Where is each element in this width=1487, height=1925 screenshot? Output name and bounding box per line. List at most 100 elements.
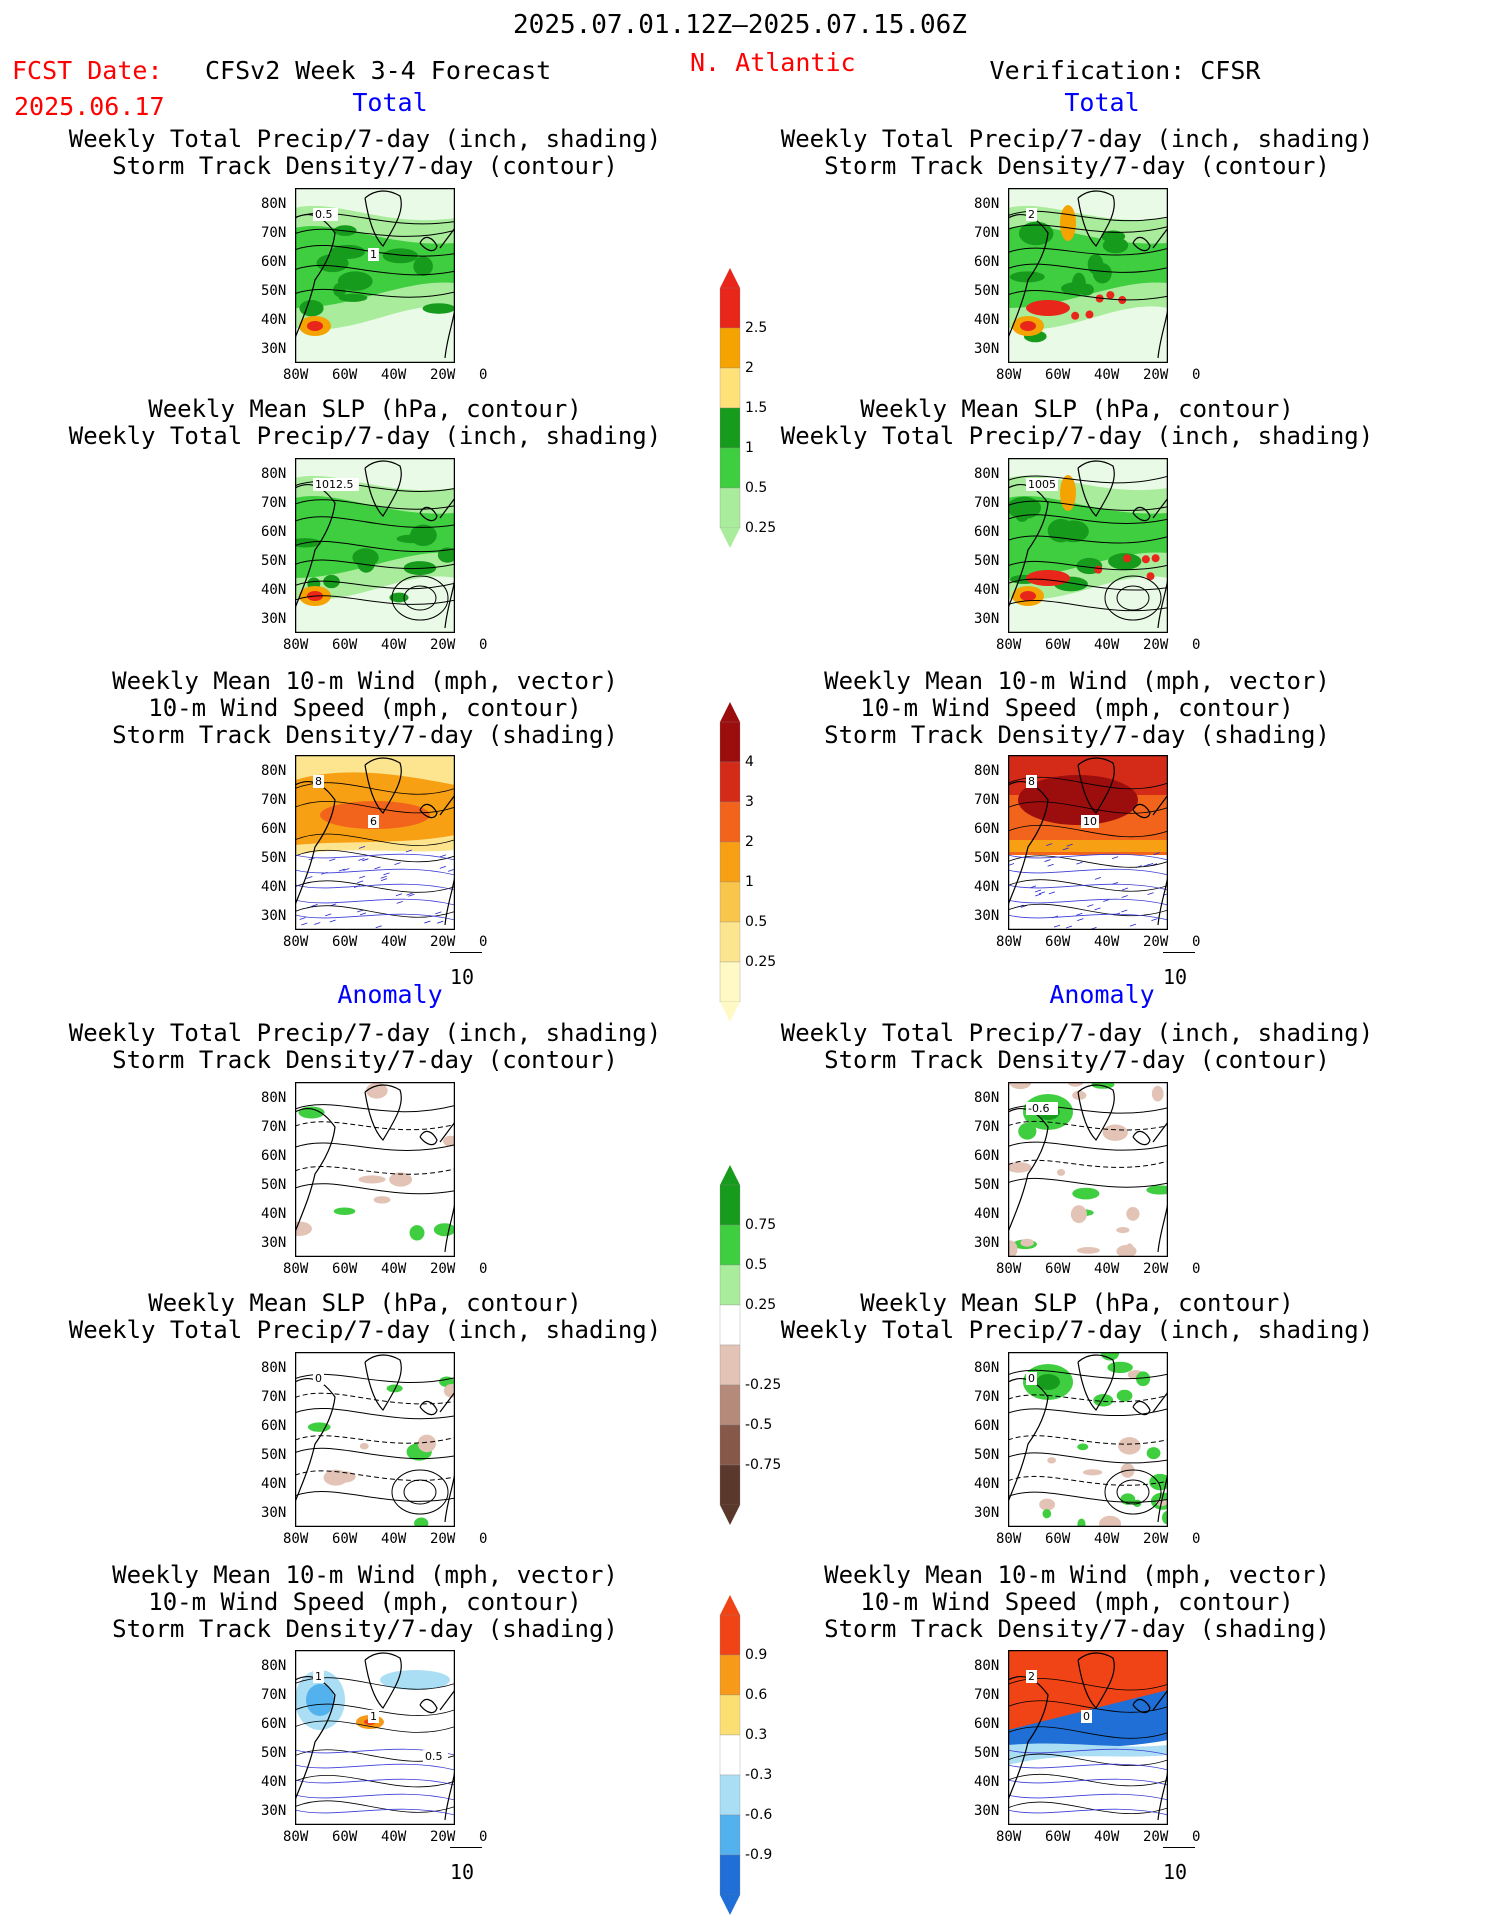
lat-tick-label: 70N	[974, 1389, 1000, 1405]
a3l-contour-label-bg	[423, 1750, 448, 1763]
verification-title: Verification: CFSR	[989, 56, 1261, 85]
a3r-contour-label: 0	[1083, 1710, 1090, 1723]
colorbar-label: 0.5	[745, 1257, 767, 1273]
section-anomaly-left: Anomaly	[337, 980, 443, 1009]
a3l-contour-label-bg	[313, 1670, 324, 1683]
lon-tick-label: 40W	[381, 1261, 407, 1277]
lon-tick-label: 20W	[430, 934, 456, 950]
colorbar-label: 3	[745, 794, 754, 810]
lat-tick-label: 60N	[974, 254, 1000, 270]
colorbar-arrow-bottom	[720, 528, 740, 548]
lon-tick-label: 80W	[283, 1261, 309, 1277]
lon-tick-label: 60W	[1045, 1531, 1071, 1547]
date-range-title: 2025.07.01.12Z–2025.07.15.06Z	[513, 10, 967, 40]
colorbar-arrow-bottom	[720, 1002, 740, 1022]
colorbar-arrow-bottom	[720, 1505, 740, 1525]
lon-tick-label: 20W	[1143, 637, 1169, 653]
colorbar-label: 0.6	[745, 1687, 767, 1703]
lat-tick-label: 70N	[974, 1119, 1000, 1135]
lat-tick-label: 40N	[261, 312, 287, 328]
colorbar-label: 0.25	[745, 954, 776, 970]
colorbar-swatch	[719, 1814, 741, 1856]
p2l-title: Weekly Mean SLP (hPa, contour) Weekly Tot…	[68, 395, 662, 450]
p1l-contour-label-bg	[368, 248, 379, 261]
lat-tick-label: 30N	[261, 1505, 287, 1521]
vector-reference-value: 10	[450, 965, 475, 989]
a1r-contour-label-bg	[1026, 1102, 1058, 1115]
lon-tick-label: 80W	[996, 1261, 1022, 1277]
p3r-contour-label: 10	[1083, 815, 1097, 828]
a3r-title: Weekly Mean 10-m Wind (mph, vector) 10-m …	[824, 1561, 1330, 1643]
colorbar-swatch	[719, 367, 741, 409]
lat-tick-label: 70N	[261, 1389, 287, 1405]
lon-tick-label: 80W	[996, 367, 1022, 383]
p3l-contour-label-bg	[368, 815, 379, 828]
lat-tick-label: 60N	[261, 1716, 287, 1732]
lon-tick-label: 40W	[1094, 1531, 1120, 1547]
p2r-title: Weekly Mean SLP (hPa, contour) Weekly Tot…	[780, 395, 1374, 450]
lat-tick-label: 30N	[261, 908, 287, 924]
a2l-contour-label-bg	[313, 1372, 324, 1385]
lon-tick-label: 60W	[332, 367, 358, 383]
lat-tick-label: 40N	[261, 1206, 287, 1222]
lon-tick-label: 40W	[1094, 367, 1120, 383]
a2l-contour-label: 0	[315, 1372, 322, 1385]
colorbar-swatch	[719, 1464, 741, 1506]
lat-tick-label: 40N	[261, 879, 287, 895]
lat-tick-label: 70N	[261, 792, 287, 808]
vector-reference: 10	[1163, 1847, 1195, 1884]
lat-tick-label: 80N	[261, 466, 287, 482]
lat-tick-label: 30N	[974, 908, 1000, 924]
colorbar-swatch	[719, 801, 741, 843]
lat-tick-label: 60N	[261, 1418, 287, 1434]
colorbar-label: 2.5	[745, 320, 767, 336]
colorbar-swatch	[719, 447, 741, 489]
p3r-title: Weekly Mean 10-m Wind (mph, vector) 10-m …	[824, 667, 1330, 749]
lat-tick-label: 70N	[261, 225, 287, 241]
p3l-contour-label: 6	[370, 815, 377, 828]
p1r-contour-label: 2	[1028, 208, 1035, 221]
lat-tick-label: 80N	[261, 1090, 287, 1106]
lon-tick-label: 0	[1192, 934, 1201, 950]
a3r-contour-label-bg	[1026, 1670, 1037, 1683]
lon-tick-label: 0	[1192, 1261, 1201, 1277]
lat-tick-label: 50N	[261, 1447, 287, 1463]
colorbar-swatch	[719, 487, 741, 529]
lon-tick-label: 20W	[430, 1531, 456, 1547]
lat-tick-label: 70N	[974, 495, 1000, 511]
lon-tick-label: 20W	[430, 1829, 456, 1845]
lat-tick-label: 30N	[974, 1803, 1000, 1819]
p2l-map-panel: 1012.5	[295, 458, 455, 633]
colorbar-label: 0.25	[745, 1297, 776, 1313]
a3l-contour-label-bg	[368, 1710, 379, 1723]
colorbar-swatch	[719, 1264, 741, 1306]
a1r-map-panel: -0.6	[1008, 1082, 1168, 1257]
lat-tick-label: 50N	[261, 1745, 287, 1761]
a3l-title: Weekly Mean 10-m Wind (mph, vector) 10-m …	[112, 1561, 618, 1643]
lat-tick-label: 60N	[261, 1148, 287, 1164]
lat-tick-label: 30N	[974, 1505, 1000, 1521]
colorbar-label: -0.6	[745, 1807, 772, 1823]
lat-tick-label: 80N	[261, 196, 287, 212]
lon-tick-label: 0	[479, 1531, 488, 1547]
lat-tick-label: 80N	[261, 1658, 287, 1674]
a3l-map-panel: 1 1 0.5	[295, 1650, 455, 1825]
colorbar-label: -0.75	[745, 1457, 781, 1473]
a2r-map-panel: 0	[1008, 1352, 1168, 1527]
lat-tick-label: 60N	[974, 524, 1000, 540]
lat-tick-label: 70N	[974, 225, 1000, 241]
colorbar-label: 0.75	[745, 1217, 776, 1233]
colorbar-label: 1	[745, 440, 754, 456]
lon-tick-label: 60W	[332, 934, 358, 950]
lat-tick-label: 70N	[261, 495, 287, 511]
p3r-contour-label-bg	[1026, 775, 1037, 788]
colorbar-swatch	[719, 1734, 741, 1776]
p1r-title: Weekly Total Precip/7-day (inch, shading…	[780, 125, 1374, 180]
lat-tick-label: 60N	[974, 821, 1000, 837]
lat-tick-label: 40N	[261, 1476, 287, 1492]
a1r-title: Weekly Total Precip/7-day (inch, shading…	[780, 1019, 1374, 1074]
p3l-title: Weekly Mean 10-m Wind (mph, vector) 10-m …	[112, 667, 618, 749]
p1r-contour-label-bg	[1026, 208, 1037, 221]
lat-tick-label: 70N	[974, 792, 1000, 808]
lon-tick-label: 0	[479, 637, 488, 653]
